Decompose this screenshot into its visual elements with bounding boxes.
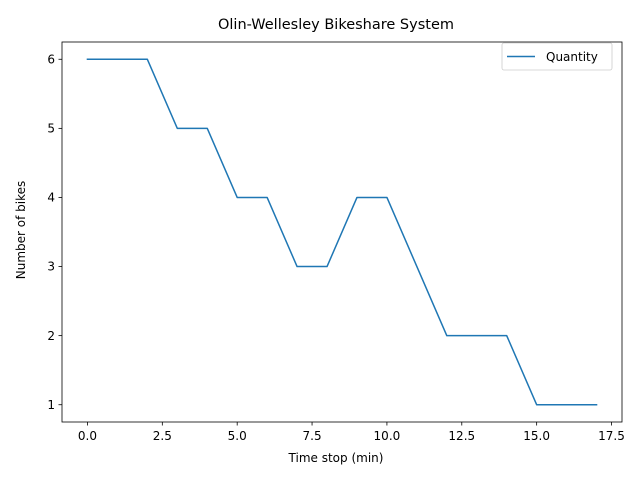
x-tick-label: 7.5 [303,429,322,443]
y-tick-label: 4 [47,191,55,205]
x-tick-label: 0.0 [78,429,97,443]
legend-label-quantity: Quantity [546,50,598,64]
plot-frame [61,41,623,423]
x-tick-label: 12.5 [448,429,475,443]
x-tick-label: 15.0 [523,429,550,443]
x-tick-label: 10.0 [374,429,401,443]
x-tick-label: 5.0 [228,429,247,443]
y-axis-title: Number of bikes [14,181,28,280]
y-tick-label: 5 [47,122,55,136]
x-tick-label: 2.5 [153,429,172,443]
x-axis-title: Time stop (min) [288,451,384,465]
y-axis: 1 2 3 4 5 6 [47,52,62,412]
y-tick-label: 1 [47,398,55,412]
chart-title: Olin-Wellesley Bikeshare System [218,17,454,33]
y-tick-label: 6 [47,52,55,66]
legend: Quantity [501,42,613,71]
series-line-quantity [86,58,598,406]
legend-box [501,42,613,71]
x-axis: 0.0 2.5 5.0 7.5 10.0 12.5 15.0 17.5 [78,422,625,443]
series-layer [86,58,598,406]
x-tick-label: 17.5 [598,429,625,443]
y-tick-label: 3 [47,260,55,274]
y-tick-label: 2 [47,329,55,343]
